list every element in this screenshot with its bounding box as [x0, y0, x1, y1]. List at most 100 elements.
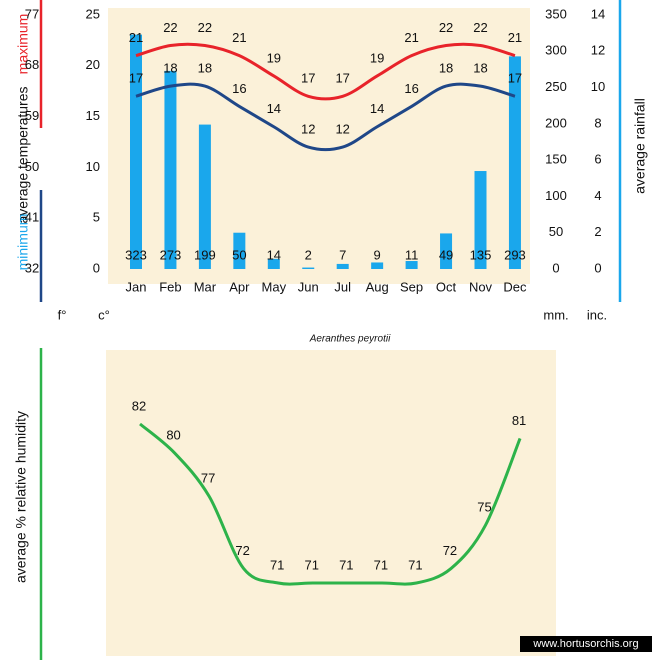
data-label: 16: [232, 81, 246, 96]
data-label: 72: [235, 543, 249, 558]
tick-label: 50: [549, 224, 563, 239]
unit-label: inc.: [587, 307, 607, 322]
bar: [405, 261, 418, 269]
data-label: 22: [163, 20, 177, 35]
tick-label: 0: [552, 260, 559, 275]
tick-label: 59: [25, 108, 39, 123]
data-label: 22: [473, 20, 487, 35]
bar: [267, 258, 280, 269]
line: [135, 82, 516, 152]
bar: [440, 233, 453, 269]
x-tick-label: Sep: [400, 279, 423, 294]
x-tick-label: Feb: [159, 279, 181, 294]
tick-label: 0: [93, 260, 100, 275]
data-label: 17: [301, 71, 315, 86]
bar: [198, 124, 211, 269]
data-label: 18: [473, 61, 487, 76]
data-label: 14: [267, 247, 281, 262]
data-label: 21: [508, 30, 522, 45]
tick-label: 5: [93, 210, 100, 225]
tick-label: 2: [594, 224, 601, 239]
watermark: www.hortusorchis.org: [532, 638, 638, 650]
data-label: 50: [232, 247, 246, 262]
data-label: 82: [132, 398, 146, 413]
y2-axis-label: average rainfall: [632, 98, 648, 194]
data-label: 71: [408, 557, 422, 572]
tick-label: 8: [594, 115, 601, 130]
data-label: 323: [125, 247, 147, 262]
x-tick-label: Apr: [229, 279, 250, 294]
bar: [474, 171, 487, 269]
tick-label: 14: [591, 6, 605, 21]
tick-label: 10: [86, 159, 100, 174]
tick-label: 300: [545, 43, 567, 58]
data-label: 293: [504, 247, 526, 262]
tick-label: 41: [25, 210, 39, 225]
tick-label: 20: [86, 57, 100, 72]
bar: [371, 262, 384, 269]
data-label: 77: [201, 471, 215, 486]
tick-label: 15: [86, 108, 100, 123]
x-tick-label: Nov: [469, 279, 493, 294]
tick-label: 12: [591, 43, 605, 58]
data-label: 80: [166, 427, 180, 442]
data-label: 14: [370, 101, 384, 116]
bar: [336, 263, 349, 269]
data-label: 71: [339, 557, 353, 572]
data-label: 19: [370, 50, 384, 65]
data-label: 72: [443, 543, 457, 558]
data-label: 273: [160, 247, 182, 262]
bar: [302, 267, 315, 269]
data-label: 71: [270, 557, 284, 572]
data-label: 71: [305, 557, 319, 572]
min-label: minimum: [15, 214, 31, 271]
tick-label: 200: [545, 115, 567, 130]
data-label: 18: [198, 61, 212, 76]
tick-label: 6: [594, 152, 601, 167]
bar: [233, 232, 246, 269]
plot-background: [108, 8, 530, 284]
tick-label: 4: [594, 188, 601, 203]
tick-label: 50: [25, 159, 39, 174]
tick-label: 77: [25, 6, 39, 21]
tick-label: 100: [545, 188, 567, 203]
y-axis-label: average temperatures: [15, 87, 31, 224]
tick-label: 25: [86, 6, 100, 21]
tick-label: 0: [594, 260, 601, 275]
data-label: 71: [374, 557, 388, 572]
data-label: 11: [405, 247, 419, 262]
x-tick-label: Oct: [436, 279, 457, 294]
data-label: 12: [301, 122, 315, 137]
tick-label: 250: [545, 79, 567, 94]
tick-label: 32: [25, 260, 39, 275]
data-label: 49: [439, 247, 453, 262]
data-label: 2: [305, 247, 312, 262]
watermark-background: [520, 636, 652, 652]
unit-label: mm.: [543, 307, 568, 322]
x-tick-label: May: [262, 279, 287, 294]
plot-background: [106, 350, 556, 656]
x-tick-label: Mar: [194, 279, 217, 294]
data-label: 12: [335, 122, 349, 137]
data-label: 18: [163, 61, 177, 76]
x-tick-label: Jul: [334, 279, 351, 294]
bar: [164, 70, 177, 269]
unit-label: f°: [58, 307, 67, 322]
humidity-axis-label: average % relative humidity: [13, 411, 29, 583]
data-label: 17: [129, 71, 143, 86]
data-label: 17: [508, 71, 522, 86]
data-label: 22: [198, 20, 212, 35]
x-tick-label: Jan: [126, 279, 147, 294]
data-label: 199: [194, 247, 216, 262]
tick-label: 350: [545, 6, 567, 21]
data-label: 16: [404, 81, 418, 96]
unit-label: c°: [98, 307, 110, 322]
max-label: maximum: [15, 14, 31, 75]
data-label: 14: [267, 101, 281, 116]
data-label: 21: [232, 30, 246, 45]
data-label: 9: [374, 247, 381, 262]
x-tick-label: Dec: [503, 279, 527, 294]
tick-label: 150: [545, 152, 567, 167]
